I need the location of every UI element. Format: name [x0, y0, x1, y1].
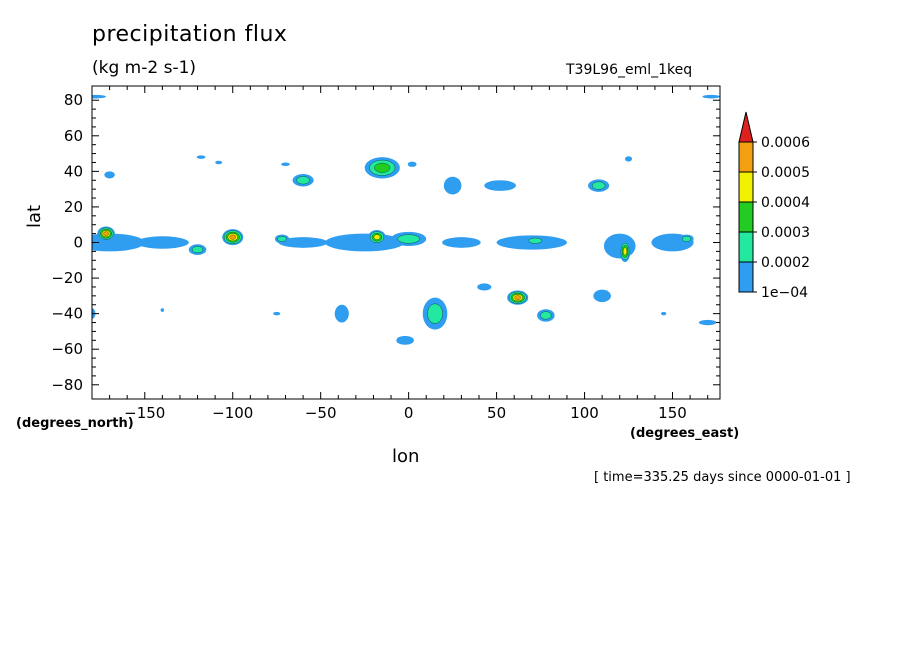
colorbar-label: 0.0005: [761, 165, 810, 181]
y-tick-label: −20: [51, 269, 83, 287]
precip-contour-23-level-1: [442, 237, 481, 248]
x-tick-label: −150: [124, 404, 165, 422]
precip-contour-33-level-1: [334, 304, 349, 323]
y-axis-label: lat: [24, 204, 45, 228]
precip-contour-12-level-1: [625, 156, 633, 162]
y-tick-label: 60: [64, 127, 83, 145]
colorbar-label: 0.0002: [761, 255, 810, 271]
precip-contour-1-level-1: [702, 94, 720, 99]
precip-contour-27-level-4: [623, 247, 627, 256]
colorbar-box-2: [738, 231, 754, 263]
precip-contour-17-level-2: [191, 246, 204, 254]
y-axis-unit: (degrees_north): [16, 416, 134, 431]
units-label: (kg m-2 s-1): [92, 58, 197, 78]
colorbar-max-arrow: [738, 111, 754, 143]
y-tick-label: 20: [64, 198, 83, 216]
precip-contour-11-level-2: [591, 181, 606, 190]
precip-contour-4-level-1: [215, 160, 223, 165]
x-tick-label: 100: [570, 404, 599, 422]
y-tick-label: 0: [73, 234, 83, 252]
x-tick-label: −50: [305, 404, 337, 422]
precip-contour-37-level-5: [514, 295, 521, 300]
precip-contour-31-level-1: [160, 308, 165, 312]
precip-contour-7-level-3: [374, 162, 391, 173]
precip-contour-32-level-1: [273, 311, 281, 316]
precip-contour-14-level-5: [103, 231, 109, 236]
y-tick-label: −40: [51, 305, 83, 323]
precip-contour-26-level-1: [603, 233, 636, 259]
precip-contour-10-level-1: [484, 180, 516, 191]
x-axis-unit: (degrees_east): [630, 426, 740, 441]
y-tick-label: −80: [51, 376, 83, 394]
precip-contour-16-level-1: [135, 236, 189, 249]
colorbar-label: 0.0004: [761, 195, 810, 211]
precip-contour-36-level-1: [477, 283, 492, 291]
precip-contour-6-level-2: [296, 176, 310, 185]
precip-contour-34-level-2: [427, 303, 443, 324]
colorbar-label: 1e−04: [761, 285, 808, 301]
precip-contour-3-level-1: [196, 155, 206, 159]
precip-contour-25-level-2: [528, 237, 542, 244]
x-tick-label: 0: [404, 404, 414, 422]
colorbar-box-4: [738, 171, 754, 203]
precip-contour-29-level-2: [682, 236, 692, 242]
precip-contour-39-level-1: [593, 289, 611, 303]
y-tick-label: 80: [64, 91, 83, 109]
y-tick-label: 40: [64, 162, 83, 180]
precip-contour-38-level-2: [540, 311, 552, 320]
colorbar-box-1: [738, 261, 754, 293]
colorbar-label: 0.0003: [761, 225, 810, 241]
precip-contour-15-level-5: [229, 234, 236, 240]
precip-contour-19-level-2: [277, 236, 287, 242]
precip-contour-41-level-1: [661, 311, 667, 316]
precip-contour-8-level-1: [407, 161, 417, 167]
x-tick-label: 150: [658, 404, 687, 422]
precip-contour-35-level-1: [396, 335, 414, 345]
precip-contour-0-level-1: [92, 94, 107, 99]
precip-contour-5-level-1: [281, 162, 290, 167]
precip-field: [92, 94, 720, 345]
precip-contour-22-level-2: [397, 234, 420, 244]
precip-contour-2-level-1: [104, 171, 115, 179]
precip-contour-40-level-1: [698, 319, 717, 326]
chart-title: precipitation flux: [92, 22, 288, 47]
x-axis-label: lon: [392, 446, 420, 467]
colorbar-box-3: [738, 201, 754, 233]
x-tick-label: 50: [487, 404, 506, 422]
y-tick-label: −60: [51, 340, 83, 358]
timestamp-label: [ time=335.25 days since 0000-01-01 ]: [594, 470, 851, 485]
precip-contour-18-level-1: [278, 237, 328, 248]
colorbar-box-5: [738, 141, 754, 173]
colorbar-label: 0.0006: [761, 135, 810, 151]
x-tick-label: −100: [212, 404, 253, 422]
precip-contour-9-level-1: [443, 176, 462, 195]
run-name-label: T39L96_eml_1keq: [566, 62, 693, 78]
precip-contour-21-level-4: [373, 234, 381, 240]
